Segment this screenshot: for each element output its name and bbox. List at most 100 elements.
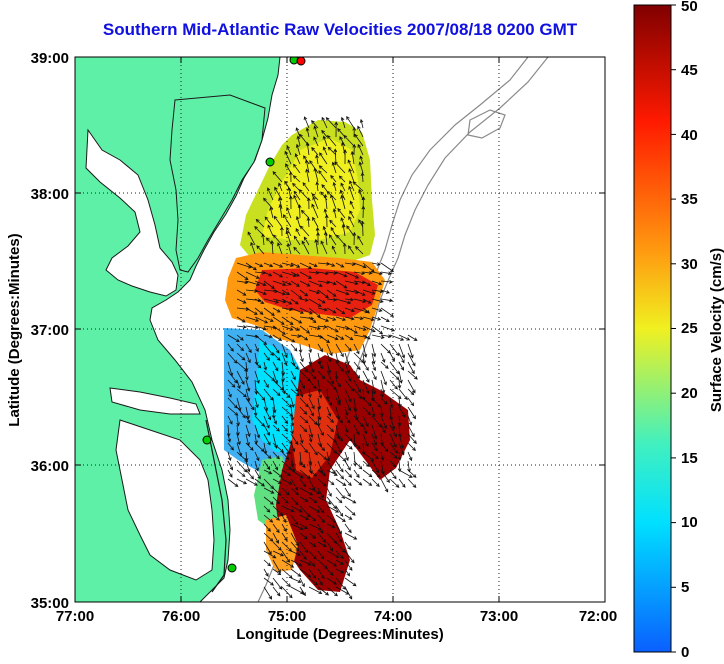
velocity-arrow [380,289,390,294]
velocity-arrow [293,235,301,246]
velocity-arrow [353,424,360,436]
velocity-arrow [353,388,363,400]
velocity-arrow [344,550,355,564]
velocity-arrow [244,361,249,373]
velocity-arrow [308,316,317,324]
velocity-arrow [349,210,355,219]
velocity-arrow [299,415,309,424]
velocity-arrow [326,541,334,552]
velocity-arrow [316,231,320,245]
velocity-arrow [335,541,346,553]
velocity-arrow [343,149,347,165]
velocity-arrow [346,225,355,237]
velocity-arrow [308,541,317,547]
velocity-arrow [272,568,282,576]
velocity-arrow [281,469,291,476]
velocity-arrow [362,370,370,383]
velocity-arrow [397,451,402,461]
colorbar-tick-label: 0 [681,644,689,659]
velocity-arrow [299,586,306,597]
velocity-arrow [311,120,319,129]
velocity-arrow [353,343,360,355]
velocity-arrow [290,532,299,547]
velocity-arrow [281,523,287,533]
outer-banks [205,419,227,593]
velocity-arrow [389,451,398,459]
velocity-arrow [335,559,345,565]
velocity-arrow [341,141,346,156]
velocity-arrow [290,469,304,479]
velocity-arrow [326,559,337,567]
velocity-arrow [299,262,313,270]
velocity-arrow [263,460,271,471]
velocity-arrow [380,298,394,303]
velocity-arrow [254,370,260,384]
velocity-arrow [272,234,283,246]
velocity-arrow [299,514,310,521]
velocity-arrow [308,532,317,539]
velocity-arrow [290,568,302,577]
velocity-arrow [245,352,251,364]
velocity-arrow [236,298,247,304]
velocity-arrow [290,307,304,314]
velocity-arrow [344,559,353,571]
velocity-arrow [245,415,251,424]
velocity-arrow [286,242,292,255]
velocity-arrow [301,240,310,255]
velocity-arrow [299,325,311,334]
velocity-arrow [317,559,328,570]
velocity-arrow [299,388,304,398]
velocity-arrow [362,469,373,478]
velocity-arrow [281,289,291,296]
velocity-arrow [327,146,337,156]
velocity-arrow [305,141,310,156]
velocity-arrow [344,361,350,374]
velocity-arrow [245,469,255,480]
velocity-arrow [290,334,302,338]
velocity-arrow [317,324,328,329]
velocity-arrow [263,532,274,542]
albemarle-sound [109,387,201,415]
velocity-arrow [317,388,322,399]
velocity-arrow [309,160,319,174]
velocity-arrow [398,469,413,478]
velocity-arrow [335,514,346,522]
velocity-arrow [326,307,337,314]
velocity-arrow [254,451,260,462]
velocity-arrow [308,568,317,579]
velocity-arrow [319,152,328,165]
velocity-arrow [303,236,310,246]
velocity-arrow [263,197,274,210]
chart-title: Southern Mid-Atlantic Raw Velocities 200… [102,20,578,39]
velocity-arrow [380,460,385,476]
velocity-arrow [344,406,349,417]
velocity-arrow [317,478,327,487]
velocity-arrow [227,451,232,461]
colorbar-tick-label: 10 [681,514,698,531]
velocity-arrow [272,352,281,361]
velocity-arrow [371,370,377,381]
velocity-arrow [253,406,258,417]
velocity-arrow [244,451,249,462]
x-axis-label: Longitude (Degrees:Minutes) [236,626,444,643]
velocity-arrow [371,334,385,339]
velocity-arrow [299,433,304,444]
velocity-arrow [272,271,284,278]
velocity-arrow [292,182,301,192]
velocity-arrow [263,541,272,555]
velocity-arrow [290,505,303,513]
velocity-arrow [236,289,247,296]
velocity-arrow [299,541,309,554]
velocity-arrow [290,442,296,453]
velocity-arrow [380,442,389,453]
velocity-arrow [326,316,337,321]
velocity-arrow [270,239,274,255]
velocity-arrow [317,298,326,304]
velocity-arrow [326,451,331,462]
velocity-arrow [308,505,321,513]
velocity-arrow [308,550,317,560]
velocity-arrow [317,352,322,365]
velocity-arrow [254,307,264,315]
velocity-arrow [380,271,393,276]
